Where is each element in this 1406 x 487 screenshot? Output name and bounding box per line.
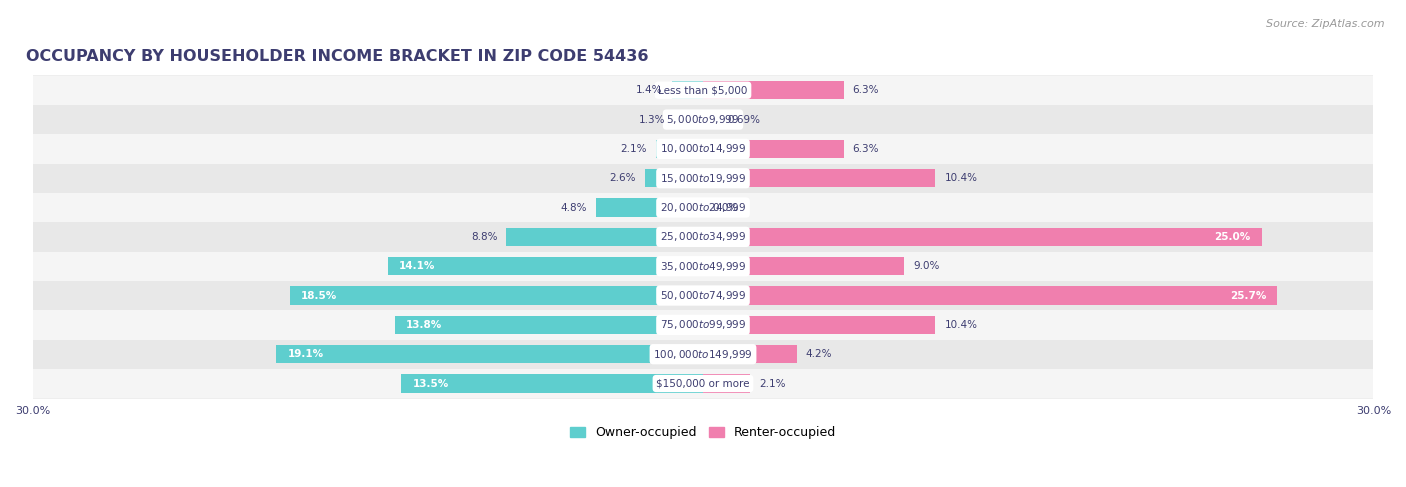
- Text: 18.5%: 18.5%: [301, 291, 337, 300]
- Bar: [672, 81, 703, 99]
- Text: 0.0%: 0.0%: [711, 203, 738, 212]
- Text: 4.8%: 4.8%: [561, 203, 586, 212]
- Bar: [32, 134, 1374, 164]
- Bar: [32, 193, 1374, 222]
- Text: $10,000 to $14,999: $10,000 to $14,999: [659, 142, 747, 155]
- Text: Source: ZipAtlas.com: Source: ZipAtlas.com: [1267, 19, 1385, 30]
- Text: 10.4%: 10.4%: [945, 320, 977, 330]
- Text: $150,000 or more: $150,000 or more: [657, 378, 749, 389]
- Text: 13.5%: 13.5%: [412, 378, 449, 389]
- Bar: [290, 286, 703, 305]
- Text: Less than $5,000: Less than $5,000: [658, 85, 748, 95]
- Bar: [32, 222, 1374, 252]
- Bar: [401, 375, 703, 393]
- Legend: Owner-occupied, Renter-occupied: Owner-occupied, Renter-occupied: [565, 421, 841, 444]
- Bar: [32, 75, 1374, 105]
- Text: 25.0%: 25.0%: [1215, 232, 1250, 242]
- Bar: [506, 228, 703, 246]
- Text: $20,000 to $24,999: $20,000 to $24,999: [659, 201, 747, 214]
- Bar: [703, 140, 844, 158]
- Bar: [32, 252, 1374, 281]
- Bar: [703, 345, 797, 363]
- Text: 4.2%: 4.2%: [806, 349, 832, 359]
- Text: $75,000 to $99,999: $75,000 to $99,999: [659, 318, 747, 331]
- Bar: [32, 105, 1374, 134]
- Bar: [703, 111, 718, 129]
- Text: 6.3%: 6.3%: [852, 144, 879, 154]
- Text: 10.4%: 10.4%: [945, 173, 977, 183]
- Bar: [703, 316, 935, 334]
- Bar: [596, 199, 703, 217]
- Bar: [703, 228, 1261, 246]
- Bar: [32, 281, 1374, 310]
- Text: 1.3%: 1.3%: [638, 114, 665, 125]
- Bar: [673, 111, 703, 129]
- Bar: [703, 257, 904, 275]
- Bar: [703, 375, 749, 393]
- Bar: [645, 169, 703, 187]
- Text: 19.1%: 19.1%: [287, 349, 323, 359]
- Bar: [703, 169, 935, 187]
- Text: 6.3%: 6.3%: [852, 85, 879, 95]
- Bar: [32, 369, 1374, 398]
- Text: $15,000 to $19,999: $15,000 to $19,999: [659, 172, 747, 185]
- Text: $5,000 to $9,999: $5,000 to $9,999: [666, 113, 740, 126]
- Bar: [703, 286, 1277, 305]
- Bar: [388, 257, 703, 275]
- Bar: [276, 345, 703, 363]
- Text: 1.4%: 1.4%: [637, 85, 662, 95]
- Text: 8.8%: 8.8%: [471, 232, 498, 242]
- Text: OCCUPANCY BY HOUSEHOLDER INCOME BRACKET IN ZIP CODE 54436: OCCUPANCY BY HOUSEHOLDER INCOME BRACKET …: [25, 49, 648, 64]
- Text: $35,000 to $49,999: $35,000 to $49,999: [659, 260, 747, 273]
- Text: 14.1%: 14.1%: [399, 261, 436, 271]
- Bar: [32, 310, 1374, 339]
- Bar: [395, 316, 703, 334]
- Text: 2.1%: 2.1%: [620, 144, 647, 154]
- Text: 9.0%: 9.0%: [912, 261, 939, 271]
- Bar: [657, 140, 703, 158]
- Bar: [32, 339, 1374, 369]
- Text: $25,000 to $34,999: $25,000 to $34,999: [659, 230, 747, 244]
- Text: $100,000 to $149,999: $100,000 to $149,999: [654, 348, 752, 361]
- Text: 2.6%: 2.6%: [609, 173, 636, 183]
- Text: 0.69%: 0.69%: [727, 114, 761, 125]
- Bar: [703, 81, 844, 99]
- Text: 2.1%: 2.1%: [759, 378, 786, 389]
- Text: 13.8%: 13.8%: [406, 320, 441, 330]
- Text: $50,000 to $74,999: $50,000 to $74,999: [659, 289, 747, 302]
- Bar: [32, 164, 1374, 193]
- Text: 25.7%: 25.7%: [1230, 291, 1267, 300]
